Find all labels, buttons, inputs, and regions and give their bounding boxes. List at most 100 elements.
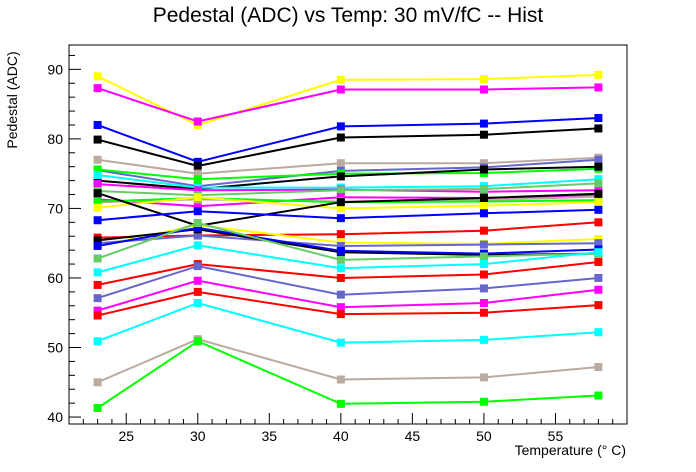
- series-25-point: [479, 270, 488, 279]
- series-22-point: [93, 241, 102, 250]
- series-25-point: [594, 257, 603, 266]
- series-2-point: [336, 85, 345, 94]
- y-tick-label: 40: [47, 409, 63, 425]
- series-16-point: [594, 189, 603, 198]
- series-16-point: [93, 189, 102, 198]
- series-3-point: [336, 122, 345, 131]
- y-tick-label: 50: [47, 340, 63, 356]
- series-25-point: [336, 273, 345, 282]
- series-28-point: [479, 308, 488, 317]
- series-15-point: [479, 201, 488, 210]
- series-16-point: [336, 198, 345, 207]
- x-tick-label: 40: [333, 428, 349, 444]
- series-23-point: [336, 255, 345, 264]
- series-30-point: [594, 362, 603, 371]
- series-4-point: [594, 124, 603, 133]
- series-1-point: [594, 70, 603, 79]
- series-5-point: [93, 155, 102, 164]
- series-24-point: [479, 260, 488, 269]
- series-20-point: [479, 240, 488, 249]
- series-19-point: [594, 235, 603, 244]
- series-26-point: [93, 294, 102, 303]
- series-27-point: [93, 306, 102, 315]
- series-29-point: [594, 328, 603, 337]
- series-29-point: [93, 337, 102, 346]
- series-24-point: [594, 248, 603, 257]
- series-14-point: [93, 197, 102, 206]
- series-27-point: [594, 285, 603, 294]
- series-28-point: [193, 287, 202, 296]
- series-23-point: [479, 252, 488, 261]
- y-axis-label: Pedestal (ADC): [4, 51, 20, 148]
- series-31-point: [93, 404, 102, 413]
- series-23-point: [93, 254, 102, 263]
- series-4-point: [193, 162, 202, 171]
- series-26-point: [594, 273, 603, 282]
- series-28-point: [93, 311, 102, 320]
- series-20-point: [594, 239, 603, 248]
- series-24-point: [193, 241, 202, 250]
- series-26-point: [336, 290, 345, 299]
- series-6-point: [594, 155, 603, 164]
- series-24-point: [93, 268, 102, 277]
- series-18-point: [336, 230, 345, 239]
- series-21-point: [93, 236, 102, 245]
- series-2-point: [193, 117, 202, 126]
- series-4-point: [93, 135, 102, 144]
- series-31-point: [594, 391, 603, 400]
- x-axis-label: Temperature (° C): [515, 442, 626, 458]
- series-20-point: [336, 241, 345, 250]
- series-15-point: [594, 198, 603, 207]
- series-24-point: [336, 264, 345, 273]
- series-1-point: [336, 75, 345, 84]
- series-15-point: [336, 204, 345, 213]
- series-1-point: [93, 72, 102, 81]
- series-16-point: [479, 193, 488, 202]
- series-3-point: [594, 114, 603, 123]
- y-tick-label: 80: [47, 131, 63, 147]
- series-9-point: [93, 171, 102, 180]
- series-2-point: [479, 85, 488, 94]
- series-8-point: [594, 162, 603, 171]
- series-1-point: [479, 75, 488, 84]
- series-30-point: [479, 373, 488, 382]
- x-tick-label: 50: [476, 428, 492, 444]
- x-tick-label: 55: [548, 428, 564, 444]
- series-12-point: [336, 193, 345, 202]
- series-22-point: [193, 223, 202, 232]
- series-29-point: [336, 338, 345, 347]
- plot-frame: [68, 44, 628, 425]
- series-27-point: [479, 298, 488, 307]
- y-tick-label: 70: [47, 200, 63, 216]
- series-30-point: [336, 375, 345, 384]
- series-27-point: [336, 303, 345, 312]
- series-11-point: [479, 184, 488, 193]
- series-26-point: [193, 262, 202, 271]
- series-4-point: [336, 133, 345, 142]
- series-18-point: [479, 226, 488, 235]
- series-29-point: [479, 335, 488, 344]
- series-28-point: [594, 301, 603, 310]
- y-tick-label: 60: [47, 270, 63, 286]
- series-30-point: [93, 378, 102, 387]
- x-tick-label: 35: [262, 428, 278, 444]
- series-3-point: [193, 157, 202, 166]
- series-17-point: [594, 205, 603, 214]
- series-26-point: [479, 284, 488, 293]
- series-8-point: [479, 165, 488, 174]
- series-23-point: [193, 219, 202, 228]
- series-10-point: [193, 186, 202, 195]
- chart-title: Pedestal (ADC) vs Temp: 30 mV/fC -- Hist: [153, 4, 544, 27]
- series-29-point: [193, 298, 202, 307]
- series-7-point: [193, 175, 202, 184]
- series-3-point: [93, 120, 102, 129]
- series-2-point: [93, 84, 102, 93]
- series-10-point: [93, 180, 102, 189]
- series-15-point: [193, 193, 202, 202]
- series-7-point: [93, 165, 102, 174]
- series-4-point: [479, 130, 488, 139]
- series-22-point: [336, 246, 345, 255]
- series-5-point: [479, 159, 488, 168]
